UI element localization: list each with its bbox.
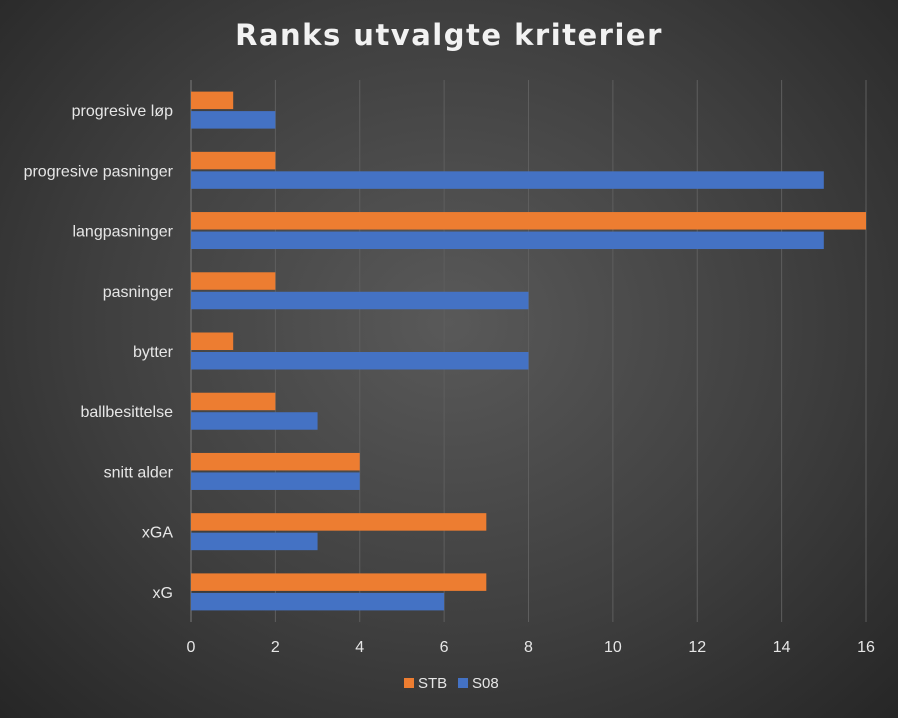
legend-swatch-stb [404,678,414,688]
bar-stb [191,91,234,110]
bar-stb [191,392,276,411]
bar-stb [191,151,276,170]
x-tick-label: 8 [524,639,533,656]
category-labels: progresive løp progresive pasninger langpa… [24,103,174,602]
bar-s08 [191,352,529,370]
bar-s08 [191,231,824,250]
category-label: ballbesittelse [81,404,174,421]
x-axis-tick-labels: 0 2 4 6 8 10 12 14 16 [187,639,875,656]
bars [191,91,866,611]
x-tick-label: 12 [688,639,706,656]
bar-s08 [191,592,445,611]
chart-title: Ranks utvalgte kriterier [235,18,663,52]
x-tick-label: 14 [773,639,791,656]
bar-stb [191,573,487,591]
x-tick-label: 4 [355,639,364,656]
bar-s08 [191,111,276,129]
bar-s08 [191,412,318,430]
legend: STB S08 [404,675,499,692]
grid-lines [190,80,867,622]
x-tick-label: 10 [604,639,622,656]
bar-stb [191,513,487,531]
legend-label: S08 [472,675,499,692]
bar-stb [191,212,866,230]
bar-s08 [191,171,824,189]
bar-stb [191,452,360,471]
legend-swatch-s08 [458,678,468,688]
x-tick-label: 6 [440,639,449,656]
category-label: xG [153,585,173,602]
bar-s08 [191,291,529,310]
category-label: pasninger [103,284,174,301]
legend-label: STB [418,675,447,692]
bar-s08 [191,532,318,551]
bar-stb [191,332,234,350]
bar-s08 [191,472,360,490]
category-label: bytter [133,344,174,361]
category-label: xGA [142,525,173,542]
bar-stb [191,272,276,290]
x-tick-label: 2 [271,639,280,656]
x-tick-label: 16 [857,639,875,656]
category-label: progresive pasninger [24,163,174,180]
category-label: snitt alder [104,464,174,481]
x-tick-label: 0 [187,639,196,656]
category-label: langpasninger [72,224,173,241]
category-label: progresive løp [72,103,173,120]
